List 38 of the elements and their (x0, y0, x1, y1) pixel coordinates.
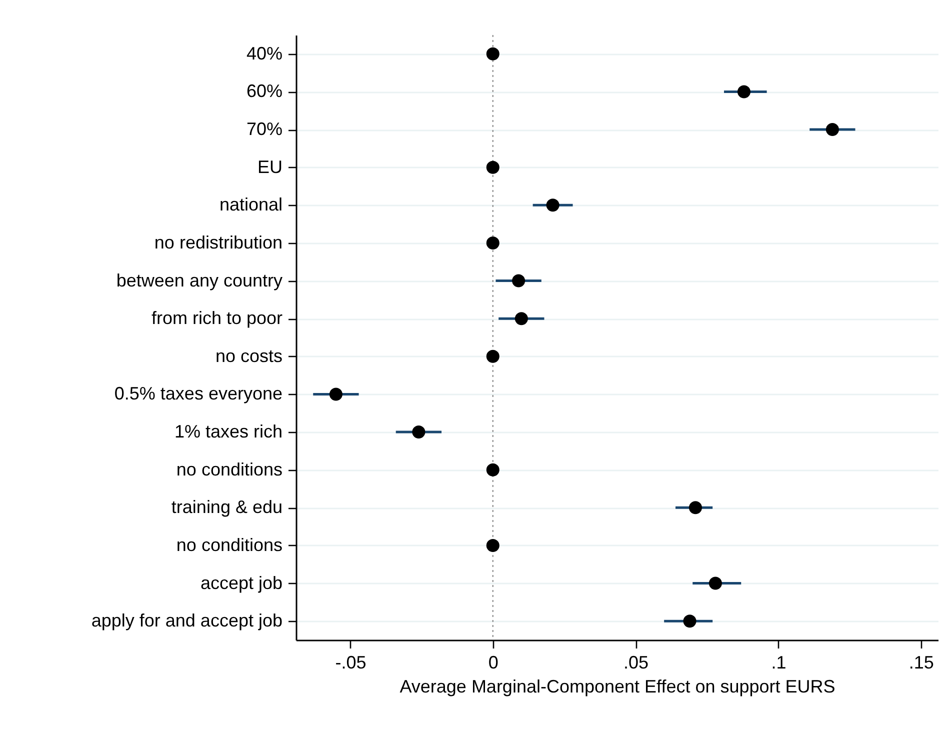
y-tick-label: 1% taxes rich (174, 422, 282, 442)
y-tick-label: national (219, 194, 282, 215)
y-tick-label: no conditions (176, 534, 282, 555)
y-tick-label: training & edu (171, 497, 282, 518)
point (826, 123, 839, 136)
point (486, 350, 500, 363)
y-tick-label: no conditions (176, 459, 282, 480)
y-tick-label: from rich to poor (151, 308, 283, 328)
point (737, 85, 750, 98)
point (514, 312, 528, 326)
point (708, 576, 722, 590)
point (683, 614, 696, 628)
x-tick-label: .15 (908, 652, 934, 672)
y-tick-label: 70% (246, 119, 282, 140)
point (546, 198, 560, 212)
y-tick-label: no redistribution (154, 232, 282, 252)
point (329, 388, 342, 401)
y-tick-label: 40% (246, 43, 282, 64)
x-tick-label: 0 (488, 652, 498, 672)
x-tick-label: .05 (624, 652, 649, 672)
point (512, 274, 526, 288)
y-tick-label: 60% (246, 81, 282, 102)
point (688, 501, 702, 514)
y-tick-label: no costs (215, 346, 282, 366)
y-tick-label: apply for and accept job (91, 610, 282, 631)
y-tick-label: accept job (200, 572, 282, 593)
point (486, 463, 500, 476)
point (486, 538, 500, 552)
point (486, 47, 500, 60)
y-tick-label: EU (257, 156, 282, 177)
y-tick-label: between any country (116, 270, 282, 290)
x-tick-label: .1 (771, 652, 786, 672)
point (486, 236, 500, 250)
y-tick-label: 0.5% taxes everyone (114, 384, 282, 404)
x-axis-title: Average Marginal-Component Effect on support EURS (400, 676, 836, 696)
x-tick-label: -.05 (335, 652, 366, 672)
point (486, 160, 500, 174)
point (412, 426, 426, 439)
